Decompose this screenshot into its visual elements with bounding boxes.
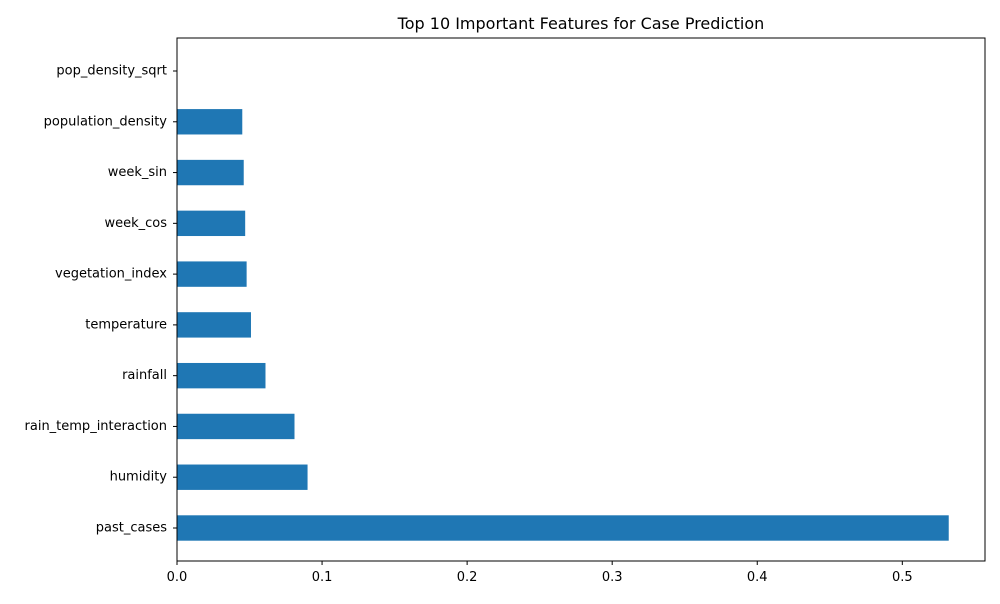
bar-week-cos [177,210,246,237]
x-tick-label: 0.1 [312,570,333,585]
y-tick-label: temperature [85,317,167,332]
y-axis: past_cases humidity rain_temp_interaction r… [25,64,177,535]
bar-rain-temp-interaction [177,413,295,440]
bar-week-sin [177,159,244,186]
y-tick-label: pop_density_sqrt [56,64,167,79]
x-tick-label: 0.3 [602,570,623,585]
y-tick-label: rain_temp_interaction [25,419,167,434]
bars-layer [177,109,949,541]
x-tick-label: 0.0 [167,570,188,585]
plot-frame [176,37,986,562]
x-axis: 0.0 0.1 0.2 0.3 0.4 0.5 [167,561,913,585]
x-tick-label: 0.2 [457,570,478,585]
y-tick-label: humidity [110,470,168,485]
y-tick-label: past_cases [96,520,167,535]
y-tick-label: week_cos [104,216,167,231]
y-tick-label: rainfall [122,368,167,383]
bar-past-cases [177,515,949,541]
chart-title: Top 10 Important Features for Case Predi… [397,14,765,33]
y-tick-label: week_sin [108,165,167,180]
y-tick-label: population_density [44,114,168,129]
bar-temperature [177,312,251,338]
bar-rainfall [177,362,266,389]
bar-population-density [177,109,243,135]
bar-humidity [177,464,308,490]
y-tick-label: vegetation_index [55,267,167,282]
bar-vegetation-index [177,261,247,287]
x-tick-label: 0.4 [747,570,768,585]
x-tick-label: 0.5 [892,570,913,585]
